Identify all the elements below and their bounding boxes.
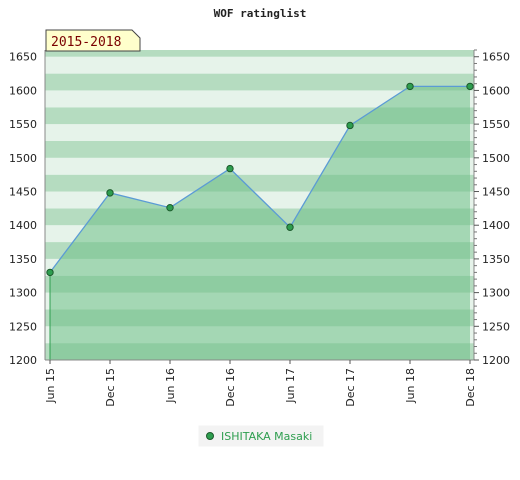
y-tick-label-left: 1500 bbox=[9, 152, 37, 165]
period-badge-box bbox=[45, 29, 141, 52]
band bbox=[45, 56, 474, 74]
period-label: 2015-2018 bbox=[51, 35, 121, 50]
period-badge: 2015-2018 bbox=[45, 29, 141, 52]
x-tick-label: Dec 17 bbox=[344, 368, 357, 407]
data-point bbox=[286, 223, 294, 231]
x-tick-label: Dec 15 bbox=[104, 368, 117, 407]
legend: ISHITAKA Masaki bbox=[198, 425, 324, 447]
data-point bbox=[106, 189, 114, 197]
series-points bbox=[46, 82, 474, 277]
x-tick-label: Jun 15 bbox=[44, 368, 57, 404]
legend-marker bbox=[206, 432, 214, 440]
y-tick-label-right: 1250 bbox=[482, 320, 510, 333]
band bbox=[45, 73, 474, 91]
y-tick-label-right: 1650 bbox=[482, 51, 510, 64]
y-axis-right-ticks: 1200 1250 1300 1350 1400 1450 1500 1550 1600 1650 bbox=[474, 49, 510, 367]
data-point bbox=[406, 82, 414, 91]
band bbox=[45, 50, 474, 57]
x-tick-label: Jun 18 bbox=[404, 368, 417, 404]
band bbox=[45, 90, 474, 108]
y-tick-label-left: 1300 bbox=[9, 287, 37, 300]
x-tick-label: Jun 16 bbox=[164, 368, 177, 404]
x-tick-label: Jun 17 bbox=[284, 368, 297, 404]
series-line bbox=[49, 85, 470, 273]
y-tick-label-left: 1550 bbox=[9, 118, 37, 131]
y-tick-label-right: 1350 bbox=[482, 253, 510, 266]
y-tick-label-right: 1500 bbox=[482, 152, 510, 165]
legend-series-name: ISHITAKA Masaki bbox=[221, 430, 312, 443]
y-tick-label-left: 1200 bbox=[9, 354, 37, 367]
area-fill bbox=[50, 86, 470, 361]
series-polyline bbox=[49, 85, 470, 273]
y-tick-label-left: 1400 bbox=[9, 219, 37, 232]
y-tick-label-left: 1450 bbox=[9, 186, 37, 199]
x-axis-ticks: Jun 15 Dec 15 Jun 16 Dec 16 Jun 17 Dec 17 Jun … bbox=[44, 360, 477, 407]
chart-title: WOF ratinglist bbox=[214, 7, 307, 20]
data-point bbox=[346, 121, 354, 130]
y-tick-label-right: 1300 bbox=[482, 287, 510, 300]
series-area bbox=[49, 86, 470, 361]
y-tick-label-right: 1200 bbox=[482, 354, 510, 367]
legend-box bbox=[198, 425, 324, 447]
data-point bbox=[226, 164, 234, 173]
y-axis-left-ticks: 1200 1250 1300 1350 1400 1450 1500 1550 1600 1650 bbox=[9, 51, 37, 367]
x-tick-label: Dec 18 bbox=[464, 368, 477, 407]
data-point bbox=[466, 82, 474, 91]
x-tick-label: Dec 16 bbox=[224, 368, 237, 407]
y-tick-label-right: 1550 bbox=[482, 118, 510, 131]
y-tick-label-left: 1650 bbox=[9, 51, 37, 64]
y-tick-label-left: 1600 bbox=[9, 84, 37, 97]
y-tick-label-left: 1250 bbox=[9, 320, 37, 333]
data-point bbox=[166, 203, 174, 212]
y-tick-label-right: 1450 bbox=[482, 186, 510, 199]
data-point bbox=[46, 268, 54, 277]
y-tick-label-right: 1600 bbox=[482, 84, 510, 97]
y-tick-label-left: 1350 bbox=[9, 253, 37, 266]
y-tick-label-right: 1400 bbox=[482, 219, 510, 232]
